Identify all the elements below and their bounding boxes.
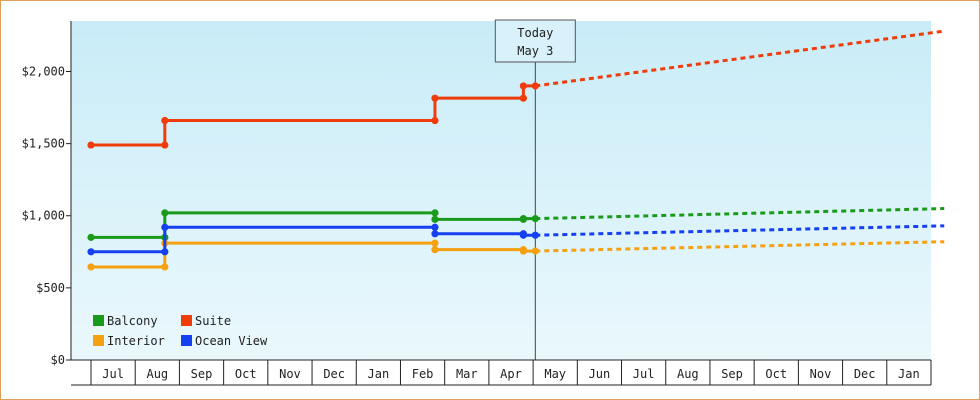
data-point-balcony: [87, 233, 95, 241]
data-point-ocean-view: [431, 230, 439, 238]
x-tick-label: Jul: [102, 367, 124, 381]
data-point-suite: [519, 82, 527, 90]
y-tick-label: $500: [36, 281, 65, 295]
x-tick-label: Feb: [412, 367, 434, 381]
today-label: Today: [517, 26, 553, 40]
x-tick-label: Dec: [323, 367, 345, 381]
x-tick-label: Oct: [235, 367, 257, 381]
y-tick-label: $1,500: [22, 137, 65, 151]
y-tick-label: $0: [51, 353, 65, 367]
data-point-suite: [519, 94, 527, 102]
today-date: May 3: [517, 44, 553, 58]
x-tick-label: Aug: [677, 367, 699, 381]
legend-label-suite: Suite: [195, 314, 231, 328]
data-point-ocean-view: [161, 223, 169, 231]
y-tick-label: $1,000: [22, 209, 65, 223]
x-tick-label: May: [544, 367, 566, 381]
x-tick-label: Mar: [456, 367, 478, 381]
series-ocean-view: [87, 223, 945, 256]
x-axis: Jul Aug Sep Oct Nov Dec Jan Feb Mar Apr May Jun Jul A…: [71, 359, 932, 386]
legend-swatch-interior: [93, 335, 104, 346]
legend-swatch-ocean-view: [181, 335, 192, 346]
data-point-ocean-view: [519, 231, 527, 239]
data-point-interior: [161, 263, 169, 271]
legend-swatch-balcony: [93, 315, 104, 326]
legend-label-balcony: Balcony: [107, 314, 158, 328]
data-point-ocean-view: [531, 231, 539, 239]
legend-label-ocean-view: Ocean View: [195, 334, 268, 348]
data-point-balcony: [431, 215, 439, 223]
data-point-suite: [431, 116, 439, 125]
x-tick-label: Nov: [810, 367, 832, 381]
data-point-suite: [431, 94, 439, 102]
data-point-suite: [161, 141, 169, 149]
legend-label-interior: Interior: [107, 334, 165, 348]
data-point-balcony: [431, 209, 439, 217]
legend-swatch-suite: [181, 315, 192, 326]
today-marker: Today May 3: [494, 19, 576, 360]
series-forecast-suite: [535, 29, 945, 88]
x-tick-label: Oct: [765, 367, 787, 381]
data-point-interior: [519, 247, 527, 255]
series-group: [87, 29, 945, 271]
y-axis: $0 $500 $1,000 $1,500 $2,000: [22, 21, 72, 367]
data-point-suite: [531, 82, 539, 90]
data-point-interior: [431, 246, 439, 254]
today-box: [494, 19, 576, 63]
data-point-ocean-view: [161, 248, 169, 256]
x-tick-label: Jul: [633, 367, 655, 381]
data-point-balcony: [519, 215, 527, 223]
series-suite: [87, 29, 945, 149]
data-point-interior: [531, 247, 539, 255]
data-point-balcony: [161, 209, 169, 217]
y-tick-label: $2,000: [22, 64, 65, 78]
x-tick-label: Sep: [721, 367, 743, 381]
x-tick-label: Jan: [368, 367, 390, 381]
data-point-balcony: [531, 215, 539, 223]
x-tick-label: Jun: [589, 367, 611, 381]
data-point-interior: [87, 263, 95, 271]
x-tick-label: Sep: [191, 367, 213, 381]
data-point-ocean-view: [87, 248, 95, 256]
plot-background: [71, 21, 931, 360]
x-tick-label: Jan: [898, 367, 920, 381]
x-tick-label: Apr: [500, 367, 522, 381]
series-interior: [87, 239, 945, 271]
data-point-suite: [161, 116, 169, 125]
data-point-interior: [431, 239, 439, 247]
x-tick-label: Dec: [854, 367, 876, 381]
x-tick-label: Nov: [279, 367, 301, 381]
legend: Balcony Suite Interior Ocean View: [93, 314, 268, 348]
data-point-ocean-view: [431, 223, 439, 231]
x-tick-label: Aug: [146, 367, 168, 381]
data-point-suite: [87, 141, 95, 149]
